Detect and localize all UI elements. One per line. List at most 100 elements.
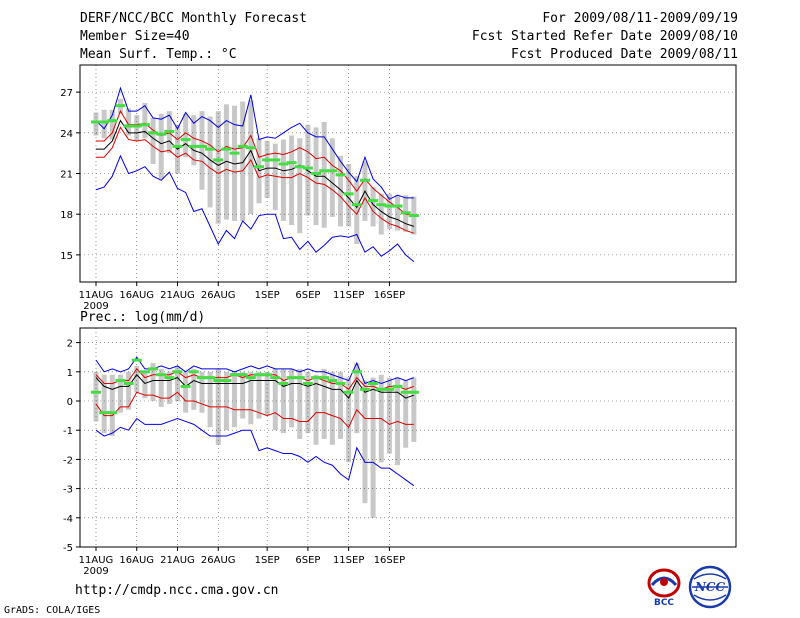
x-tick-label: 11SEP [333, 555, 364, 566]
grads-credit: GrADS: COLA/IGES [4, 605, 101, 616]
ensemble-bar [232, 105, 238, 221]
x-tick-label: 1SEP [255, 290, 280, 301]
y-tick-label: 18 [60, 210, 73, 221]
ensemble-bar [109, 374, 115, 437]
panel-title: Prec.: log(mm/d) [80, 310, 205, 325]
ensemble-bar [403, 380, 409, 448]
ensemble-bar [223, 371, 229, 431]
ensemble-bar [289, 135, 295, 226]
variable-label: Mean Surf. Temp.: °C [80, 47, 237, 62]
ensemble-bar [134, 115, 140, 141]
ensemble-bar [362, 380, 368, 504]
x-tick-label: 26AUG [201, 290, 236, 301]
y-tick-label: -4 [63, 514, 73, 525]
ensemble-bar [240, 101, 246, 221]
ensemble-bar [150, 117, 156, 165]
y-tick-label: 15 [60, 251, 73, 262]
ensemble-bar [386, 377, 392, 454]
ensemble-bar [354, 176, 360, 245]
ensemble-bar [191, 368, 197, 410]
ensemble-bar [158, 113, 164, 179]
ensemble-bar [126, 108, 132, 136]
ensemble-bar [134, 365, 140, 393]
ensemble-bar [272, 143, 278, 211]
ensemble-bar [297, 138, 303, 234]
series-line-min [95, 417, 415, 487]
x-tick-label: 21AUG [160, 555, 195, 566]
series-line-lower [95, 391, 414, 429]
ensemble-bar [207, 116, 213, 208]
ensemble-bar [378, 193, 384, 235]
ensemble-bar [289, 368, 295, 428]
ensemble-bar [199, 371, 205, 413]
y-tick-label: 24 [60, 129, 73, 140]
x-tick-label: 6SEP [295, 555, 320, 566]
ensemble-bar [199, 111, 205, 190]
ensemble-bar [272, 368, 278, 431]
ensemble-bar [329, 138, 335, 217]
ensemble-bar [313, 374, 319, 445]
x-tick-label: 16SEP [374, 290, 405, 301]
panel-precipitation: 2 1 0 -1 -2 -3 -4 -5 11AUG 16AUG 21AUG 26AUG 1SEP 6SE… [63, 310, 737, 577]
x-tick-label: 21AUG [160, 290, 195, 301]
x-tick-label: 11AUG [79, 555, 114, 566]
ensemble-bar [101, 374, 107, 434]
ensemble-bar [207, 371, 213, 428]
y-tick-label: 0 [67, 397, 73, 408]
produced-date: Fcst Produced Date 2009/08/11 [511, 47, 738, 62]
ncc-logo: NCC [688, 565, 732, 609]
x-tick-label: 11AUG [79, 290, 114, 301]
x-tick-label: 16AUG [119, 555, 154, 566]
bcc-logo: BCC [647, 568, 681, 607]
panel-temperature: 15 18 21 24 27 11AUG 16AUG 21AUG 26AUG 1SEP 6SEP 11… [60, 64, 737, 312]
x-year-label: 2009 [83, 301, 108, 312]
bcc-logo-text: BCC [654, 598, 674, 607]
ensemble-bar [370, 377, 376, 518]
y-tick-label: 2 [67, 339, 73, 350]
ensemble-bar [101, 109, 107, 139]
y-tick-label: 21 [60, 170, 73, 181]
y-tick-label: -3 [63, 485, 73, 496]
ensemble-bar [166, 371, 172, 404]
ensemble-bar [175, 365, 180, 401]
ensemble-bar [280, 139, 286, 221]
ensemble-bar [297, 368, 303, 439]
ensemble-bar [354, 363, 360, 434]
ensemble-bar [248, 100, 254, 215]
x-tick-label: 16AUG [119, 290, 154, 301]
y-tick-label: 1 [67, 368, 73, 379]
ensemble-bar [329, 371, 335, 445]
ensemble-bar [109, 109, 115, 140]
y-tick-label: -5 [63, 543, 73, 554]
y-tick-label: 27 [60, 88, 73, 99]
x-year-label: 2009 [83, 566, 108, 577]
ensemble-bar [256, 371, 262, 419]
ensemble-bar [338, 155, 343, 227]
ensemble-bar [126, 371, 132, 410]
ensemble-bar [411, 377, 417, 442]
chart-title: DERF/NCC/BCC Monthly Forecast [80, 11, 307, 26]
x-tick-label: 1SEP [255, 555, 280, 566]
ensemble-bar [223, 104, 229, 220]
source-url[interactable]: http://cmdp.ncc.cma.gov.cn [75, 583, 279, 598]
ncc-logo-text: NCC [694, 580, 726, 594]
y-tick-label: -1 [63, 426, 73, 437]
ensemble-bar [338, 371, 343, 439]
ensemble-bar [321, 368, 327, 439]
series-line-mean [96, 119, 415, 227]
forecast-period: For 2009/08/11-2009/09/19 [542, 11, 738, 26]
series-line-min [95, 86, 414, 200]
ensemble-bar [142, 102, 148, 139]
ensemble-bar [117, 374, 123, 413]
y-tick-label: -2 [63, 455, 73, 466]
ensemble-bar [386, 193, 392, 230]
refer-date: Fcst Started Refer Date 2009/08/10 [471, 29, 738, 44]
series-line-max [95, 154, 415, 263]
member-size-label: Member Size=40 [80, 29, 190, 44]
ensemble-bar [150, 363, 156, 401]
series-line-mean [95, 373, 415, 399]
ensemble-bar [248, 371, 254, 425]
ensemble-bar [142, 371, 148, 399]
ensemble-bar [321, 121, 327, 228]
